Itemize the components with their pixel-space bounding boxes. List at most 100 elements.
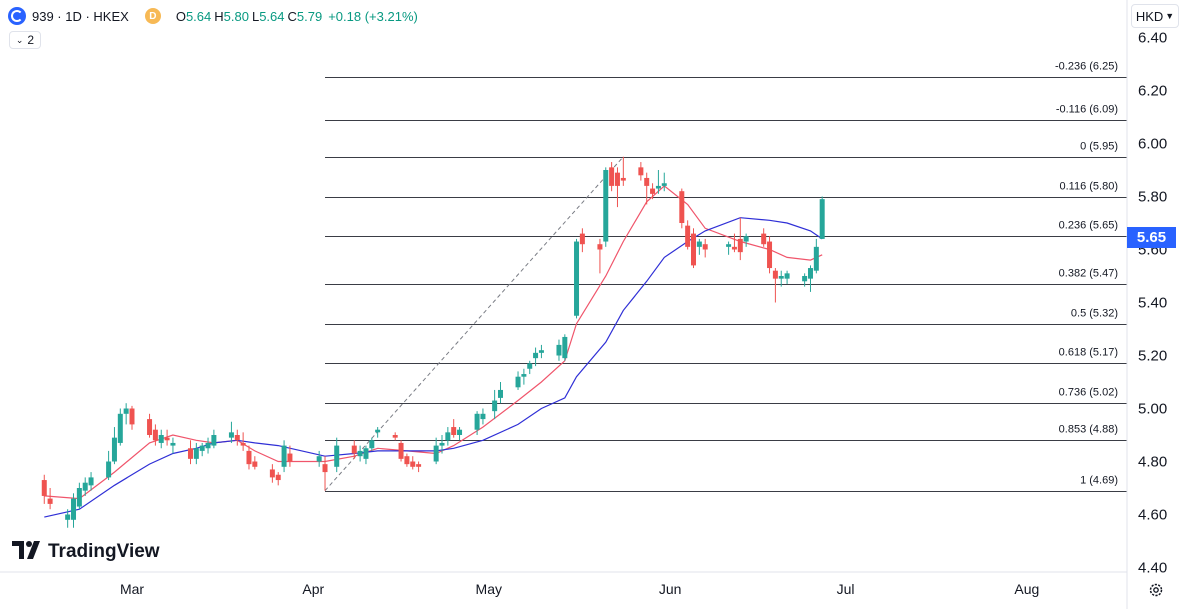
candle — [152, 424, 158, 446]
candle-body — [538, 350, 544, 353]
candle — [82, 477, 88, 496]
open-label: O — [175, 8, 186, 24]
candle-body — [457, 429, 463, 435]
price-axis[interactable]: 4.404.604.805.005.205.405.605.806.006.20… — [1138, 30, 1167, 577]
low-label: L — [251, 8, 260, 24]
candle — [527, 360, 533, 375]
candle — [199, 442, 205, 457]
candle-body — [117, 413, 123, 443]
ma_fast-line — [44, 185, 823, 500]
candle-body — [316, 456, 322, 462]
candle — [357, 445, 363, 462]
time-tick-label: Apr — [302, 581, 324, 597]
candle-body — [609, 167, 615, 186]
candle — [731, 233, 737, 253]
high-value: 5.80 — [223, 8, 249, 24]
candle — [457, 427, 463, 441]
candle-body — [82, 482, 88, 491]
candle — [609, 162, 615, 192]
trend-line[interactable] — [324, 156, 624, 491]
fib-level-label: -0.236 (6.25) — [1055, 61, 1118, 73]
candle — [691, 228, 697, 269]
candle-body — [187, 448, 193, 459]
currency-label: HKD — [1135, 8, 1164, 24]
currency-selector[interactable]: HKD ▼ — [1131, 4, 1179, 28]
indicator-count: 2 — [27, 33, 35, 47]
candle-body — [433, 445, 439, 462]
logo-text: TradingView — [48, 541, 160, 562]
candle — [533, 347, 539, 367]
candle-body — [351, 445, 357, 454]
candle — [275, 472, 281, 486]
candle — [737, 217, 743, 261]
candle — [316, 450, 322, 467]
candle — [439, 435, 445, 454]
candle-body — [71, 498, 77, 520]
candle-body — [702, 244, 708, 250]
dividend-badge[interactable]: D — [144, 8, 161, 24]
candle — [88, 472, 94, 491]
candle — [813, 238, 819, 274]
candle-body — [240, 442, 246, 446]
candle-body — [398, 442, 404, 459]
candle — [47, 488, 53, 510]
candle — [696, 238, 702, 255]
candle — [819, 196, 825, 239]
candle-body — [515, 376, 521, 388]
candle-body — [252, 461, 258, 467]
candle-body — [152, 429, 158, 441]
candle — [129, 405, 135, 430]
candle — [187, 440, 193, 465]
candle-body — [416, 464, 422, 467]
close-value: 5.79 — [296, 8, 323, 24]
close-label: C — [287, 8, 297, 24]
candle-body — [193, 448, 199, 459]
time-axis[interactable]: Mar Apr May Jun Jul Aug — [120, 581, 1039, 597]
symbol-title[interactable]: 939 · 1D · HKEX — [32, 8, 129, 24]
candle — [778, 270, 784, 287]
candle — [451, 419, 457, 438]
candle-body — [474, 413, 480, 430]
candle-body — [439, 442, 445, 446]
candle — [702, 238, 708, 258]
tradingview-logo[interactable]: TradingView — [12, 541, 160, 562]
candle — [111, 427, 117, 465]
candle — [269, 464, 275, 483]
candle-body — [211, 435, 217, 446]
candle-body — [357, 450, 363, 457]
candle — [416, 461, 422, 473]
candle-body — [574, 241, 580, 316]
candle-body — [234, 435, 240, 441]
price-tick-label: 5.20 — [1138, 348, 1167, 365]
high-label: H — [214, 8, 224, 24]
candle — [106, 450, 112, 481]
candle — [433, 437, 439, 465]
candle — [562, 334, 568, 361]
candle — [404, 453, 410, 467]
candle-body — [731, 246, 737, 250]
candle-body — [761, 233, 767, 245]
symbol-legend[interactable]: 939 · 1D · HKEX D O 5.64 H 5.80 L 5.64 C 5.7… — [8, 6, 418, 26]
candle — [76, 482, 82, 510]
candle-body — [129, 408, 135, 425]
settings-button[interactable] — [1146, 580, 1166, 600]
time-tick-label: Mar — [120, 581, 144, 597]
indicators-collapse-button[interactable]: ⌄ 2 — [9, 31, 41, 49]
price-tick-label: 5.40 — [1138, 295, 1167, 312]
candle — [445, 427, 451, 446]
fib-level-label: -0.116 (6.09) — [1056, 104, 1118, 116]
candle-body — [205, 442, 211, 449]
candle — [767, 236, 773, 274]
candle-body — [685, 225, 691, 247]
candle-body — [334, 445, 340, 467]
candle — [743, 233, 749, 247]
moving-averages — [44, 185, 823, 518]
chevron-down-icon: ▼ — [1165, 11, 1175, 21]
candle-body — [819, 199, 825, 239]
fib-trend-line — [324, 156, 624, 491]
price-tick-label: 4.80 — [1138, 454, 1167, 471]
candle-body — [533, 352, 539, 359]
candle-body — [158, 435, 164, 443]
